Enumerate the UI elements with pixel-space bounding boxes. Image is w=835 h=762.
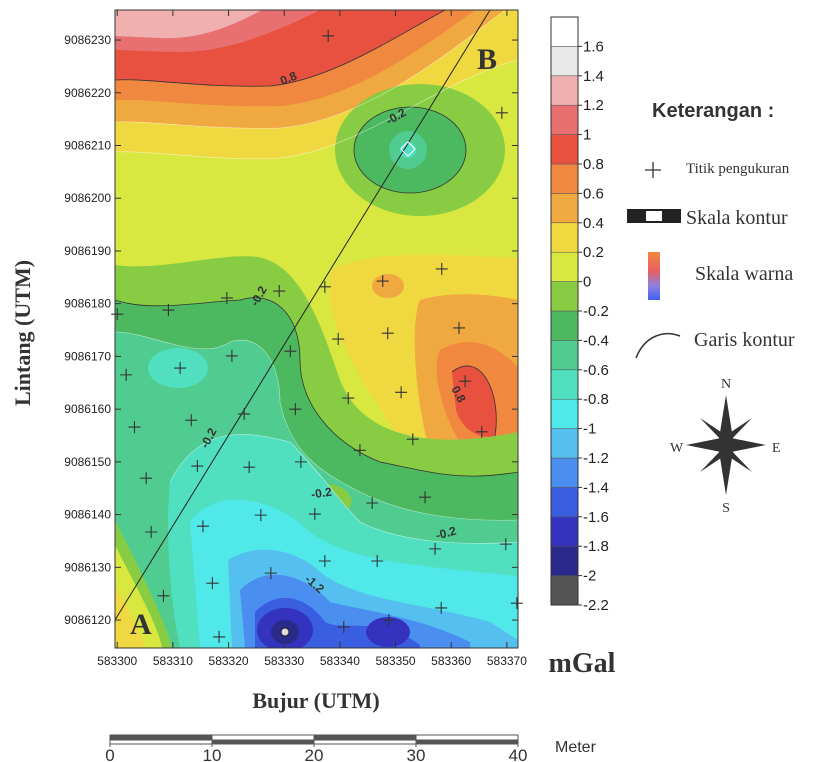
corner-label: B (477, 43, 497, 76)
compass (686, 395, 766, 495)
legend-item: Garis kontur (694, 329, 795, 351)
x-tick-label: 583370 (487, 654, 527, 668)
legend-title: Keterangan : (652, 100, 774, 122)
scale-segment (110, 735, 212, 740)
scale-segment (212, 735, 314, 740)
colorbar-tick-label: 0.8 (583, 156, 604, 173)
scale-segment (314, 735, 416, 740)
colorbar-band (551, 517, 578, 546)
scale-segment (212, 740, 314, 744)
compass-label: S (722, 501, 730, 516)
colorbar-band (551, 458, 578, 487)
colorbar-band (551, 193, 578, 222)
contour-label: -0.2 (310, 485, 333, 502)
legend-item: Skala warna (695, 263, 793, 285)
y-tick-label: 9086160 (64, 402, 111, 416)
colorbar-band (551, 252, 578, 281)
colorbar-band (551, 76, 578, 105)
y-tick-label: 9086170 (64, 349, 111, 363)
compass-label: E (772, 441, 781, 456)
colorbar-band (551, 17, 578, 46)
colorbar-tick-label: -1 (583, 421, 596, 438)
y-tick-label: 9086220 (64, 86, 111, 100)
colorbar-tick-label: 1.4 (583, 68, 604, 85)
x-axis-label: Bujur (UTM) (252, 688, 379, 713)
scale-tick-label: 0 (105, 746, 114, 762)
colorbar-tick-label: 1.6 (583, 38, 604, 55)
compass-label: W (670, 441, 684, 456)
colorbar-tick-label: -2 (583, 568, 596, 585)
colorbar-band (551, 546, 578, 575)
y-tick-label: 9086230 (64, 33, 111, 47)
scale-tick-label: 30 (407, 746, 426, 762)
compass-label: N (721, 377, 731, 392)
corner-label: A (130, 608, 152, 641)
colorbar-band (551, 340, 578, 369)
colorbar-tick-label: 0 (583, 274, 591, 291)
y-tick-label: 9086150 (64, 455, 111, 469)
colorbar-band (551, 311, 578, 340)
legend-contour-scale-symbol (628, 210, 680, 222)
y-axis-label: Lintang (UTM) (10, 260, 35, 406)
colorbar: 1.6 1.4 1.2 1 0.8 0.6 0.4 0.2 0 -0.2 -0.4 -0.6 -0.8 -… (551, 17, 609, 614)
colorbar-tick-label: -1.8 (583, 538, 609, 555)
colorbar-unit: mGal (549, 648, 616, 679)
x-tick-label: 583340 (320, 654, 360, 668)
x-tick-label: 583320 (209, 654, 249, 668)
y-tick-label: 9086130 (64, 560, 111, 574)
scale-tick-label: 40 (509, 746, 528, 762)
legend-item: Titik pengukuran (686, 161, 790, 177)
x-tick-label: 583350 (376, 654, 416, 668)
colorbar-tick-label: 0.2 (583, 244, 604, 261)
y-tick-label: 9086210 (64, 139, 111, 153)
colorbar-band (551, 576, 578, 605)
colorbar-tick-label: 1.2 (583, 97, 604, 114)
colorbar-tick-label: 1 (583, 127, 591, 144)
colorbar-tick-label: 0.6 (583, 185, 604, 202)
colorbar-band (551, 223, 578, 252)
x-tick-label: 583360 (431, 654, 471, 668)
colorbar-band (551, 135, 578, 164)
x-tick-label: 583330 (264, 654, 304, 668)
colorbar-tick-label: -0.2 (583, 303, 609, 320)
y-tick-label: 9086190 (64, 244, 111, 258)
colorbar-band (551, 487, 578, 516)
y-tick-label: 9086140 (64, 508, 111, 522)
x-tick-label: 583310 (153, 654, 193, 668)
scale-segment (416, 735, 518, 740)
colorbar-band (551, 105, 578, 134)
scale-tick-label: 10 (203, 746, 222, 762)
colorbar-tick-label: -1.2 (583, 450, 609, 467)
colorbar-band (551, 282, 578, 311)
legend-line-symbol (636, 334, 680, 358)
y-tick-label: 9086180 (64, 297, 111, 311)
y-tick-label: 9086120 (64, 613, 111, 627)
y-tick-label: 9086200 (64, 191, 111, 205)
colorbar-band (551, 370, 578, 399)
scale-unit: Meter (555, 739, 597, 756)
scale-segment (416, 740, 518, 744)
legend-item: Skala kontur (686, 207, 788, 229)
scale-segment (110, 740, 212, 744)
colorbar-band (551, 46, 578, 75)
colorbar-tick-label: -0.8 (583, 391, 609, 408)
colorbar-tick-label: -1.6 (583, 509, 609, 526)
contour-fill (115, 10, 518, 652)
colorbar-band (551, 399, 578, 428)
legend-color-symbol (648, 252, 660, 300)
colorbar-tick-label: -0.6 (583, 362, 609, 379)
map-figure: A B Lintang (UTM) Bujur (UTM) mGal 1.61.… (0, 0, 835, 762)
scale-tick-label: 20 (305, 746, 324, 762)
scale-segment (314, 740, 416, 744)
colorbar-tick-label: -2.2 (583, 597, 609, 614)
colorbar-tick-label: -0.4 (583, 332, 609, 349)
colorbar-band (551, 429, 578, 458)
colorbar-tick-label: 0.4 (583, 215, 604, 232)
legend-point-symbol (645, 162, 661, 178)
colorbar-tick-label: -1.4 (583, 479, 609, 496)
x-tick-label: 583300 (97, 654, 137, 668)
colorbar-band (551, 164, 578, 193)
